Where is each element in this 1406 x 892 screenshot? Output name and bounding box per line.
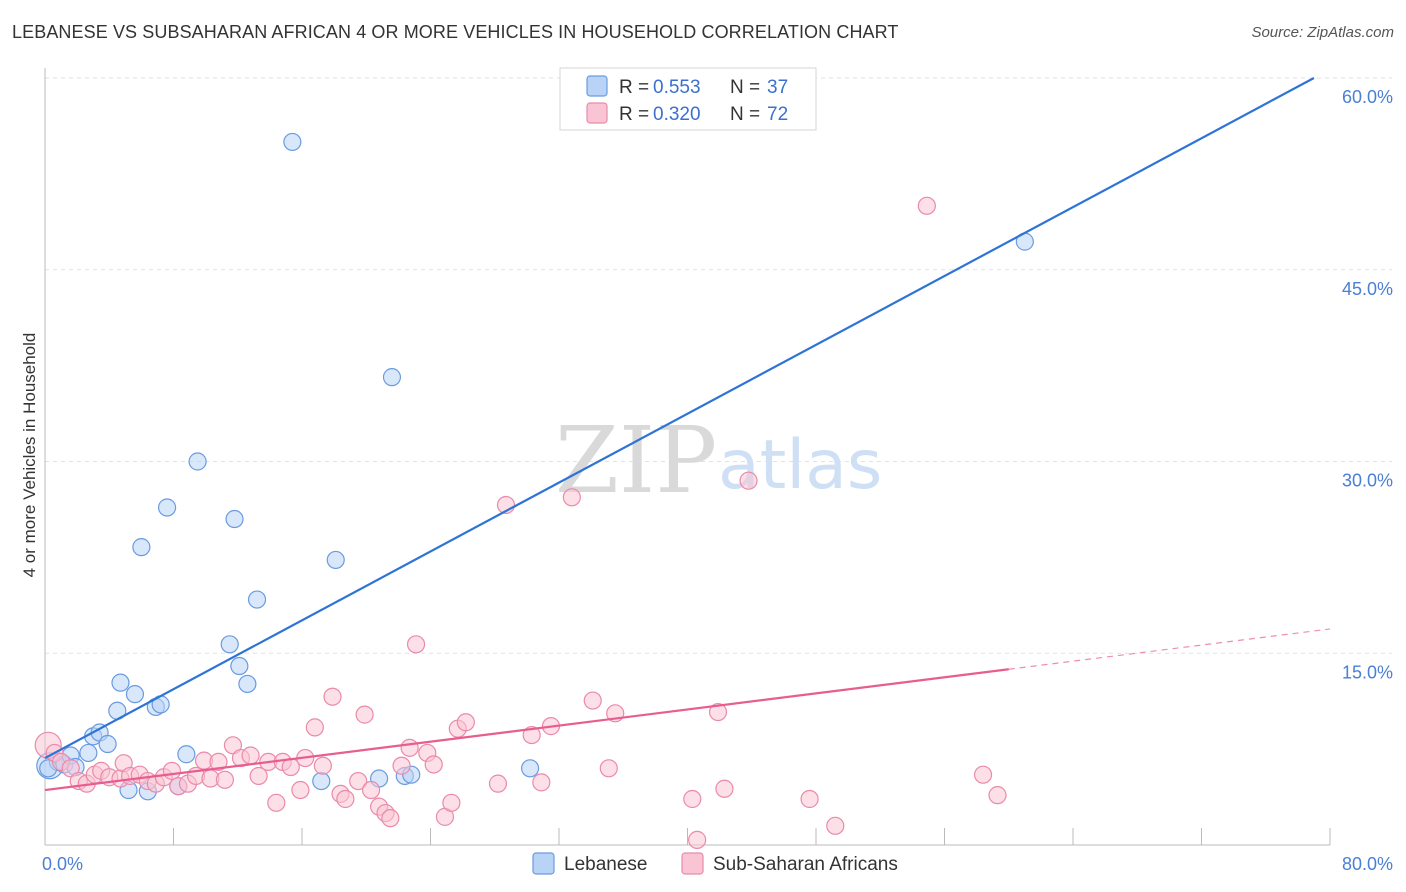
point-subsaharan-51 (442, 793, 461, 812)
point-subsaharan-68 (800, 789, 819, 809)
point-lebanese-26 (283, 132, 302, 152)
point-lebanese-8 (98, 734, 117, 754)
point-subsaharan-69 (826, 816, 845, 835)
point-lebanese-28 (326, 550, 345, 570)
source-credit: Source: ZipAtlas.com (1251, 24, 1394, 41)
point-subsaharan-45 (392, 756, 411, 775)
legend-swatch-subsaharan (586, 102, 608, 124)
point-subsaharan-32 (291, 780, 310, 800)
legend-swatch-lebanese (586, 75, 608, 97)
point-subsaharan-24 (223, 736, 243, 755)
point-subsaharan-67 (739, 471, 758, 490)
point-subsaharan-60 (583, 691, 602, 710)
point-subsaharan-72 (988, 786, 1007, 805)
point-subsaharan-29 (267, 793, 286, 812)
y-tick-label-3: 60.0% (1342, 87, 1393, 107)
point-subsaharan-59 (562, 488, 581, 507)
axes (44, 68, 1331, 846)
tick-labels: 15.0% 30.0% 45.0% 60.0% 0.0% 80.0% (42, 87, 1393, 874)
point-subsaharan-16 (162, 761, 181, 780)
trend-line-extension-subsaharan (1008, 628, 1331, 670)
x-tick-label-max: 80.0% (1342, 854, 1393, 874)
point-subsaharan-47 (406, 635, 426, 654)
point-lebanese-25 (247, 590, 267, 609)
data-points (34, 68, 1034, 849)
point-subsaharan-57 (532, 773, 551, 792)
legend-r-label-lebanese: R = (619, 77, 649, 98)
y-tick-label-2: 45.0% (1342, 279, 1393, 299)
point-lebanese-17 (157, 498, 177, 517)
point-lebanese-24 (238, 674, 257, 694)
legend-r-label-subsaharan: R = (619, 104, 649, 125)
y-tick-label-0: 15.0% (1342, 662, 1393, 682)
y-axis-label: 4 or more Vehicles in Household (20, 333, 39, 578)
point-subsaharan-70 (917, 196, 936, 215)
point-subsaharan-34 (305, 718, 324, 737)
point-lebanese-20 (188, 452, 207, 471)
legend-n-value-subsaharan: 72 (767, 104, 788, 125)
point-subsaharan-49 (424, 755, 443, 774)
watermark-zip: ZIP (555, 407, 717, 514)
point-lebanese-21 (220, 635, 239, 654)
point-lebanese-23 (230, 656, 249, 676)
point-lebanese-10 (111, 673, 130, 692)
point-subsaharan-46 (400, 738, 419, 757)
legend-n-value-lebanese: 37 (767, 77, 788, 98)
point-subsaharan-44 (381, 809, 400, 828)
y-tick-label-1: 30.0% (1342, 471, 1393, 491)
stats-legend: R = 0.553 N = 37 R = 0.320 N = 72 (559, 67, 817, 131)
point-subsaharan-56 (522, 725, 541, 745)
point-subsaharan-71 (973, 765, 993, 784)
point-subsaharan-35 (313, 756, 332, 775)
trend-lines (44, 77, 1331, 792)
point-subsaharan-23 (215, 770, 234, 789)
watermark-atlas: atlas (718, 426, 882, 505)
point-subsaharan-26 (241, 746, 260, 765)
series-legend-swatch-subsaharan (681, 852, 704, 875)
point-subsaharan-3 (61, 759, 80, 778)
legend-r-value-subsaharan: 0.320 (653, 104, 701, 125)
series-legend-swatch-lebanese (532, 852, 555, 875)
point-lebanese-19 (177, 745, 196, 764)
point-lebanese-13 (132, 538, 151, 557)
gridlines (45, 77, 1392, 654)
watermark: ZIP atlas (555, 407, 882, 514)
series-legend: Lebanese Sub-Saharan Africans (532, 852, 898, 875)
point-subsaharan-66 (715, 779, 734, 798)
trend-line-lebanese (44, 77, 1315, 760)
chart-title: LEBANESE VS SUBSAHARAN AFRICAN 4 OR MORE… (12, 22, 899, 42)
point-subsaharan-61 (599, 759, 618, 778)
point-lebanese-11 (125, 685, 145, 704)
point-subsaharan-53 (456, 713, 475, 732)
point-subsaharan-65 (708, 702, 728, 722)
legend-n-label-subsaharan: N = (730, 104, 760, 125)
point-subsaharan-63 (683, 789, 702, 809)
point-subsaharan-54 (488, 774, 508, 793)
legend-n-label-lebanese: N = (730, 77, 760, 98)
point-lebanese-30 (382, 368, 402, 387)
trend-line-subsaharan (44, 668, 1009, 792)
point-subsaharan-40 (355, 705, 374, 724)
point-lebanese-5 (79, 743, 98, 763)
legend-r-value-lebanese: 0.553 (653, 77, 701, 98)
point-lebanese-33 (520, 759, 540, 778)
point-lebanese-27 (312, 771, 331, 791)
point-subsaharan-64 (688, 830, 707, 849)
point-subsaharan-36 (323, 687, 342, 706)
point-subsaharan-41 (361, 780, 381, 800)
point-subsaharan-27 (249, 766, 268, 786)
x-tick-label-min: 0.0% (42, 854, 83, 874)
series-legend-label-lebanese: Lebanese (564, 854, 647, 875)
series-legend-label-subsaharan: Sub-Saharan Africans (713, 854, 898, 875)
point-subsaharan-39 (349, 771, 368, 791)
point-lebanese-22 (225, 509, 244, 529)
point-subsaharan-22 (209, 752, 228, 772)
point-subsaharan-38 (336, 789, 355, 809)
